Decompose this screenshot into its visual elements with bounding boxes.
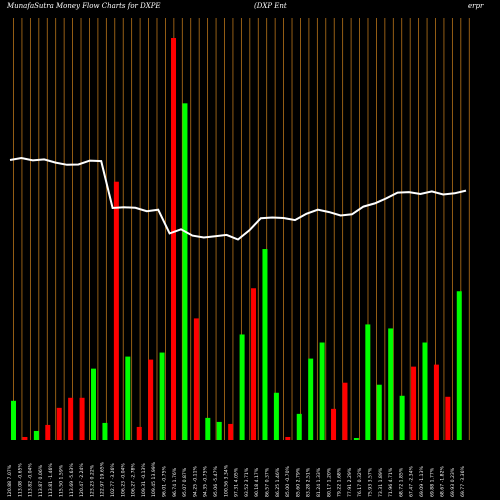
x-tick-label: 113.82 -0.04% xyxy=(28,463,34,497)
bar-18 xyxy=(205,417,211,440)
x-tick-label: 94.25 -0.11% xyxy=(192,466,198,497)
x-tick-label: 115.50 1.59% xyxy=(59,464,65,497)
bar-37 xyxy=(422,342,428,440)
bar-4 xyxy=(45,424,51,440)
x-tick-label: 69.09 -1.13% xyxy=(419,466,425,497)
bar-39 xyxy=(445,396,451,440)
bar-17 xyxy=(193,318,199,440)
x-tick-label: 122.97 19.65% xyxy=(100,461,106,497)
chart-subtitle: (DXP Ent xyxy=(254,2,287,10)
x-tick-label: 86.25 1.46% xyxy=(275,467,281,497)
x-tick-label: 80.17 1.20% xyxy=(326,467,332,497)
bar-24 xyxy=(273,392,279,440)
bar-33 xyxy=(376,384,382,440)
bar-38 xyxy=(433,364,439,440)
x-tick-label: 93.52 3.71% xyxy=(244,467,250,497)
x-tick-label: 73.31 1.89% xyxy=(378,467,384,497)
chart-subtitle-tail: erpr xyxy=(468,2,484,10)
bar-25 xyxy=(285,436,291,440)
x-tick-label: 96.74 1.76% xyxy=(172,467,178,497)
x-tick-label: 113.08 -0.65% xyxy=(17,463,23,497)
bar-10 xyxy=(113,181,119,440)
x-tick-label: 83.28 2.51% xyxy=(306,467,312,497)
bar-11 xyxy=(125,356,131,440)
x-tick-label: 79.22 1.68% xyxy=(337,467,343,497)
x-tick-label: 76.17 0.32% xyxy=(357,467,363,497)
x-tick-label: 113.69 -5.63% xyxy=(69,463,75,497)
bar-7 xyxy=(79,397,85,440)
x-tick-label: 106.27 -2.78% xyxy=(131,463,137,497)
bar-6 xyxy=(68,397,74,440)
bar-8 xyxy=(91,368,97,440)
x-tick-label: 90.18 4.17% xyxy=(254,467,260,497)
bar-28 xyxy=(319,342,325,440)
bar-13 xyxy=(148,359,154,440)
x-tick-label: 113.81 -1.46% xyxy=(48,463,54,497)
bar-15 xyxy=(171,38,177,440)
bar-5 xyxy=(56,407,62,440)
x-tick-label: 69.93 0.23% xyxy=(450,467,456,497)
bar-12 xyxy=(136,426,142,440)
x-tick-label: 86.57 0.37% xyxy=(265,467,271,497)
bar-32 xyxy=(365,324,371,440)
bar-23 xyxy=(262,249,268,440)
bar-14 xyxy=(159,352,165,440)
bar-27 xyxy=(308,358,314,440)
bar-21 xyxy=(239,334,245,440)
bar-34 xyxy=(388,328,394,440)
price-line-series xyxy=(9,156,467,241)
bar-series xyxy=(11,38,462,440)
x-tick-label: 94.35 -0.75% xyxy=(203,466,209,497)
x-tick-label: 69.77 -3.36% xyxy=(460,466,466,497)
bar-35 xyxy=(399,395,405,440)
x-tick-label: 109.45 13.99% xyxy=(151,461,157,497)
x-tick-label: 85.60 2.79% xyxy=(295,467,301,497)
x-tick-label: 71.96 4.71% xyxy=(388,467,394,497)
chart-title: MunafaSutra Money Flow Charts for DXPE xyxy=(7,2,161,10)
x-tick-label: 77.91 2.29% xyxy=(347,467,353,497)
x-axis-tick-labels: 120.88 7.07% 113.08 -0.65% 113.82 -0.04% 11… xyxy=(7,461,466,497)
bar-1 xyxy=(11,400,16,440)
bar-31 xyxy=(353,437,359,440)
x-tick-label: 69.88 1.77% xyxy=(429,467,435,497)
x-tick-label: 67.47 -2.34% xyxy=(409,466,415,497)
bar-3 xyxy=(33,430,39,440)
x-tick-label: 68.67 -1.82% xyxy=(440,466,446,497)
x-tick-label: 85.00 -0.70% xyxy=(285,466,291,497)
bar-30 xyxy=(342,382,348,440)
bar-2 xyxy=(22,436,28,440)
bar-20 xyxy=(228,423,234,440)
x-tick-label: 123.23 0.22% xyxy=(89,464,95,497)
x-tick-label: 75.93 3.57% xyxy=(368,467,374,497)
bar-26 xyxy=(296,413,302,440)
x-tick-label: 95.06 -5.47% xyxy=(213,466,219,497)
x-tick-label: 100.56 3.34% xyxy=(223,464,229,497)
bar-9 xyxy=(102,422,108,440)
bar-36 xyxy=(411,366,417,440)
x-tick-label: 120.88 7.07% xyxy=(7,464,13,497)
bar-16 xyxy=(182,103,188,440)
bar-22 xyxy=(251,288,257,440)
price-line xyxy=(9,156,467,241)
bar-19 xyxy=(216,421,222,440)
bar-29 xyxy=(331,408,337,440)
x-tick-label: 102.77 -3.26% xyxy=(110,463,116,497)
x-tick-label: 106.23 -0.04% xyxy=(120,463,126,497)
x-tick-label: 120.47 -2.24% xyxy=(79,463,85,497)
bar-40 xyxy=(456,291,462,440)
x-tick-label: 96.01 -0.75% xyxy=(162,466,168,497)
x-tick-label: 68.72 1.85% xyxy=(398,467,404,497)
x-tick-label: 97.31 4.05% xyxy=(234,467,240,497)
x-tick-label: 113.87 0.06% xyxy=(38,464,44,497)
x-tick-label: 109.31 -0.13% xyxy=(141,463,147,497)
x-tick-label: 81.24 1.33% xyxy=(316,467,322,497)
x-tick-label: 95.07 0.87% xyxy=(182,467,188,497)
